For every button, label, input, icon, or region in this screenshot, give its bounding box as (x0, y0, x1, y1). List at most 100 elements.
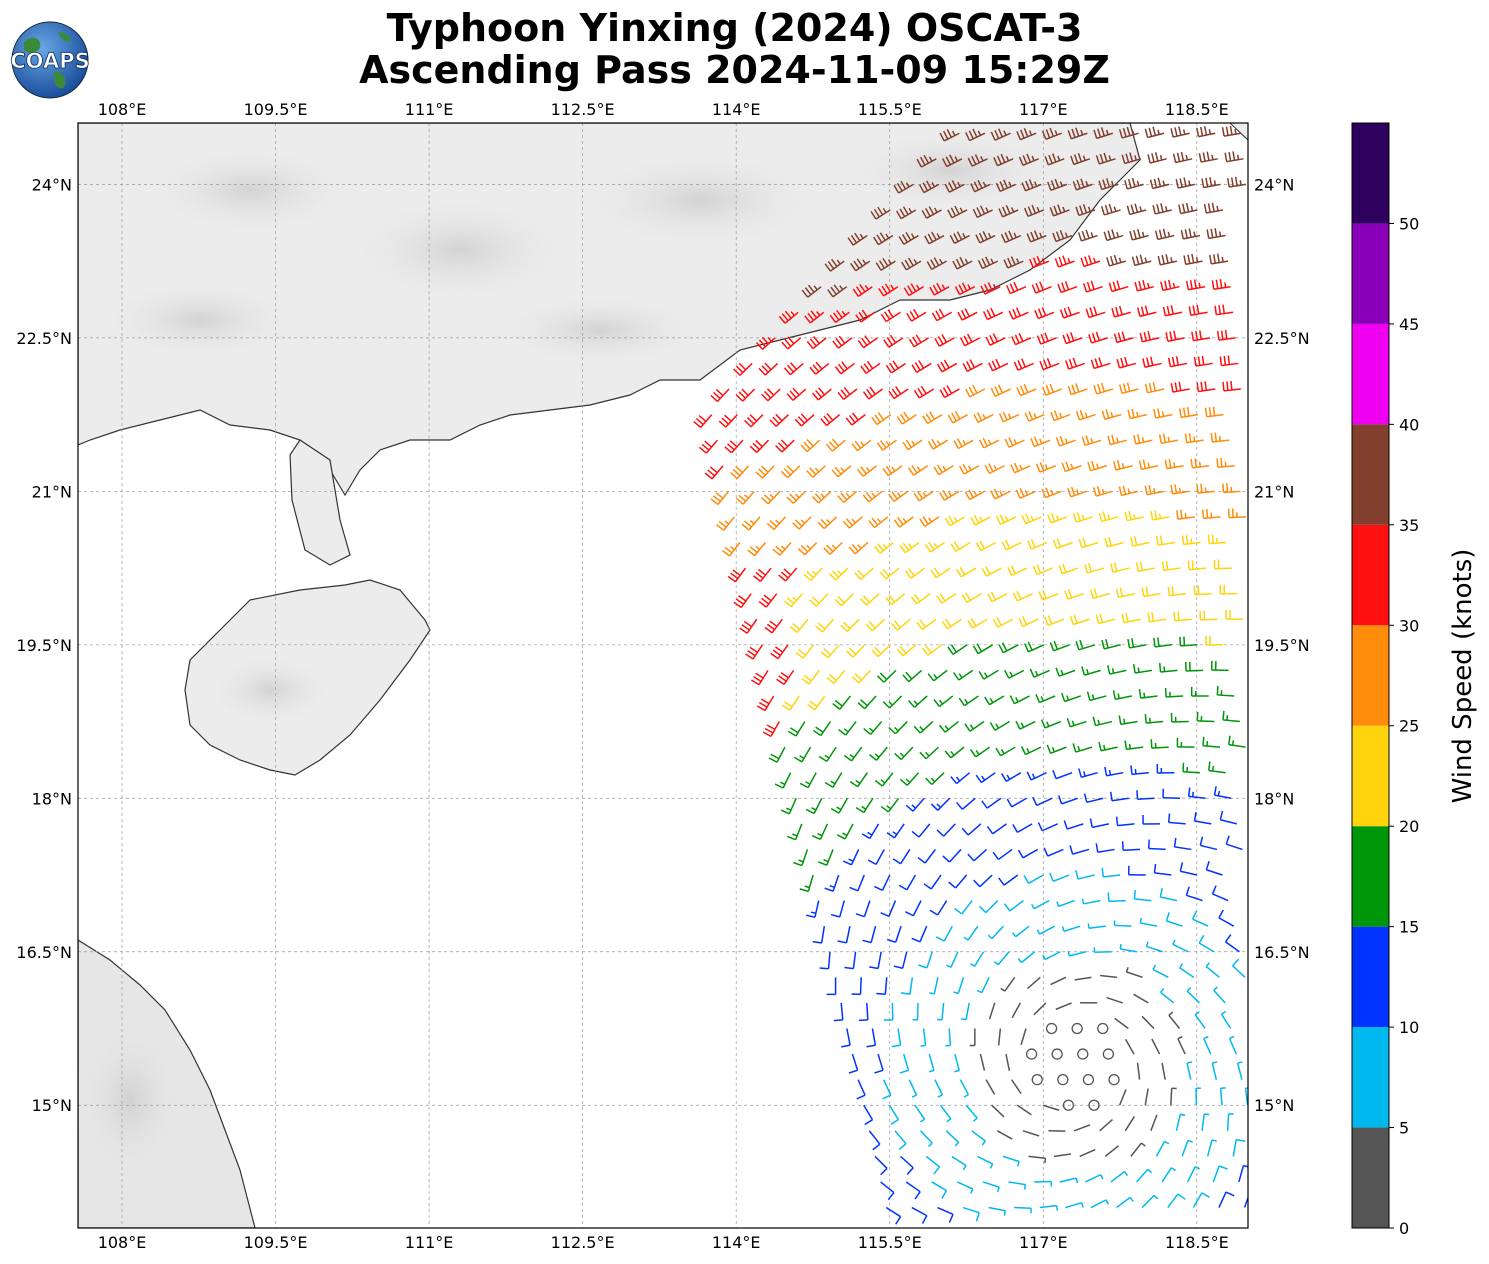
wind-barb (1015, 720, 1036, 730)
wind-barb (826, 669, 846, 685)
wind-barb (936, 1002, 945, 1021)
wind-barb (888, 490, 909, 502)
wind-barb (1176, 509, 1195, 520)
wind-barb (1236, 1061, 1243, 1080)
terrain-shading (78, 125, 1070, 1190)
wind-barb (1067, 383, 1088, 396)
wind-barb (967, 617, 988, 629)
wind-barb (1106, 254, 1126, 267)
wind-barb (1207, 534, 1227, 545)
wind-barb (936, 593, 957, 604)
wind-barb (899, 541, 920, 554)
wind-barb (1055, 1002, 1072, 1011)
wind-barb (1093, 127, 1114, 140)
lon-tick-top: 112.5°E (551, 100, 615, 119)
wind-barb (1132, 663, 1152, 674)
wind-barb (1193, 585, 1212, 596)
wind-barb (896, 644, 917, 657)
wind-barb (862, 490, 883, 503)
wind-barb (1151, 1038, 1161, 1055)
wind-barb (947, 205, 968, 219)
wind-barb (1158, 662, 1178, 673)
colorbar-bin (1352, 123, 1389, 224)
wind-barb (965, 384, 986, 398)
wind-barb (894, 746, 914, 761)
wind-barb (969, 746, 991, 758)
wind-barb (890, 618, 911, 631)
wind-barb (865, 618, 886, 632)
wind-barb (1100, 974, 1118, 979)
wind-barb (1124, 740, 1144, 751)
wind-barb (996, 1130, 1013, 1140)
wind-barb (1072, 743, 1093, 753)
wind-barb (986, 823, 1007, 835)
wind-barb (998, 411, 1020, 423)
colorbar-bin (1352, 1127, 1389, 1228)
wind-barb (900, 977, 914, 995)
wind-barb (1047, 178, 1068, 192)
wind-barb (888, 721, 908, 735)
wind-barb (1179, 636, 1198, 647)
wind-barb (1156, 764, 1175, 774)
wind-barb (973, 874, 993, 888)
wind-barb (998, 205, 1019, 218)
wind-barb (1155, 1140, 1170, 1157)
wind-barb (1030, 436, 1051, 448)
wind-barb (849, 874, 865, 892)
wind-barb (1107, 892, 1126, 903)
wind-barb (1161, 1062, 1166, 1080)
wind-barb (762, 721, 780, 738)
wind-barb (1167, 356, 1188, 368)
wind-barb (1113, 920, 1132, 927)
wind-barb (898, 232, 919, 245)
wind-barb (1167, 1193, 1186, 1208)
wind-barb-calm (1062, 1099, 1075, 1111)
wind-barb-calm (1108, 1073, 1120, 1086)
wind-barb (805, 797, 823, 815)
taiwan-edge (1229, 123, 1248, 141)
wind-barb (1083, 793, 1104, 804)
wind-barb (1107, 434, 1127, 446)
wind-barb (938, 720, 959, 733)
lat-tick-left: 18°N (32, 789, 72, 808)
wind-barb (848, 1053, 859, 1074)
wind-barb (1213, 786, 1232, 800)
wind-barb (1078, 537, 1099, 549)
wind-barb (876, 439, 897, 451)
wind-barb (1118, 126, 1139, 139)
wind-barb (1109, 562, 1130, 573)
wind-barb (992, 617, 1014, 628)
wind-barb (1211, 885, 1229, 902)
wind-barb (1018, 153, 1039, 166)
wind-barb (1170, 1087, 1177, 1106)
wind-barb (908, 1079, 918, 1098)
wind-barb (1052, 538, 1073, 550)
wind-barb (1095, 613, 1116, 625)
wind-barb (1040, 719, 1062, 729)
wind-barb (1168, 1011, 1181, 1029)
wind-barb (1026, 771, 1047, 781)
wind-barb (962, 359, 983, 372)
wind-barb (905, 1181, 921, 1200)
wind-barb (1075, 639, 1096, 651)
wind-barb (988, 358, 1009, 372)
wind-barb (1072, 512, 1093, 523)
wind-barb (878, 283, 899, 297)
wind-barb (925, 1155, 941, 1175)
wind-barb (1072, 178, 1093, 191)
wind-barb (784, 593, 803, 608)
colorbar-tick-label: 5 (1399, 1119, 1409, 1138)
wind-barb (786, 387, 807, 401)
wind-barb (756, 695, 775, 712)
wind-barb (1175, 1113, 1186, 1131)
wind-barb (925, 772, 945, 786)
wind-barb (1142, 814, 1161, 825)
wind-barb (1118, 715, 1138, 726)
wind-barb (1109, 791, 1129, 802)
wind-barb (869, 951, 882, 970)
wind-barb (789, 618, 809, 634)
wind-barb (1098, 741, 1118, 752)
wind-barb (902, 439, 923, 451)
wind-barb (978, 437, 1000, 449)
wind-barb (917, 848, 936, 864)
